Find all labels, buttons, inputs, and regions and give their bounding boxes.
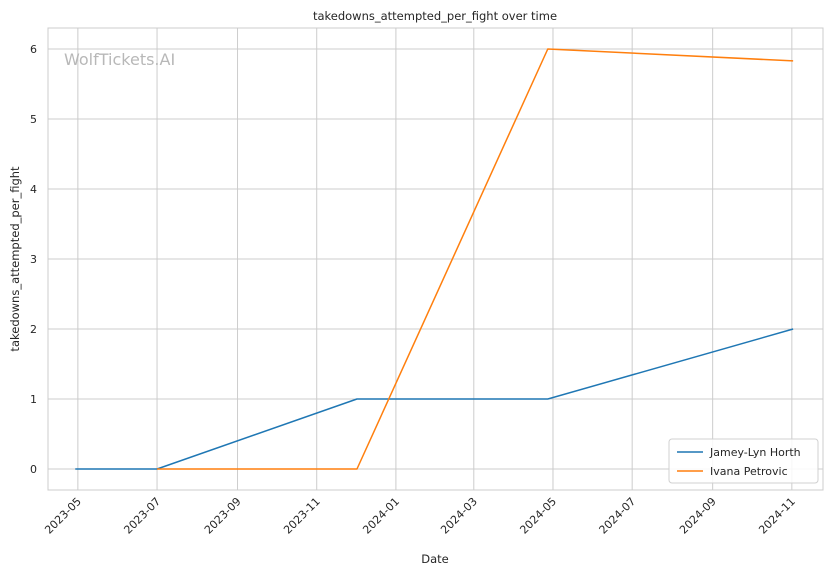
y-axis-label: takedowns_attempted_per_fight bbox=[8, 166, 22, 352]
y-tick-label: 6 bbox=[30, 43, 37, 56]
y-tick-label: 5 bbox=[30, 113, 37, 126]
plot-frame bbox=[47, 27, 824, 491]
legend-label-jamey-lyn-horth: Jamey-Lyn Horth bbox=[709, 446, 801, 459]
watermark-text: WolfTickets.AI bbox=[64, 50, 175, 69]
y-tick-label: 2 bbox=[30, 323, 37, 336]
series-line-jamey-lyn-horth bbox=[75, 328, 794, 470]
y-tick-label: 3 bbox=[30, 253, 37, 266]
y-tick-label: 4 bbox=[30, 183, 37, 196]
series-line-ivana-petrovic bbox=[157, 48, 794, 470]
y-tick-label: 1 bbox=[30, 393, 37, 406]
legend-label-ivana-petrovic: Ivana Petrovic bbox=[710, 465, 788, 478]
legend: Jamey-Lyn Horth Ivana Petrovic bbox=[668, 438, 819, 484]
chart-title: takedowns_attempted_per_fight over time bbox=[313, 9, 557, 23]
x-axis-label: Date bbox=[421, 552, 449, 566]
series-layer bbox=[75, 48, 794, 470]
legend-box bbox=[668, 438, 819, 484]
y-tick-labels: 0 1 2 3 4 5 6 bbox=[30, 43, 37, 476]
y-tick-label: 0 bbox=[30, 463, 37, 476]
grid bbox=[48, 28, 823, 490]
